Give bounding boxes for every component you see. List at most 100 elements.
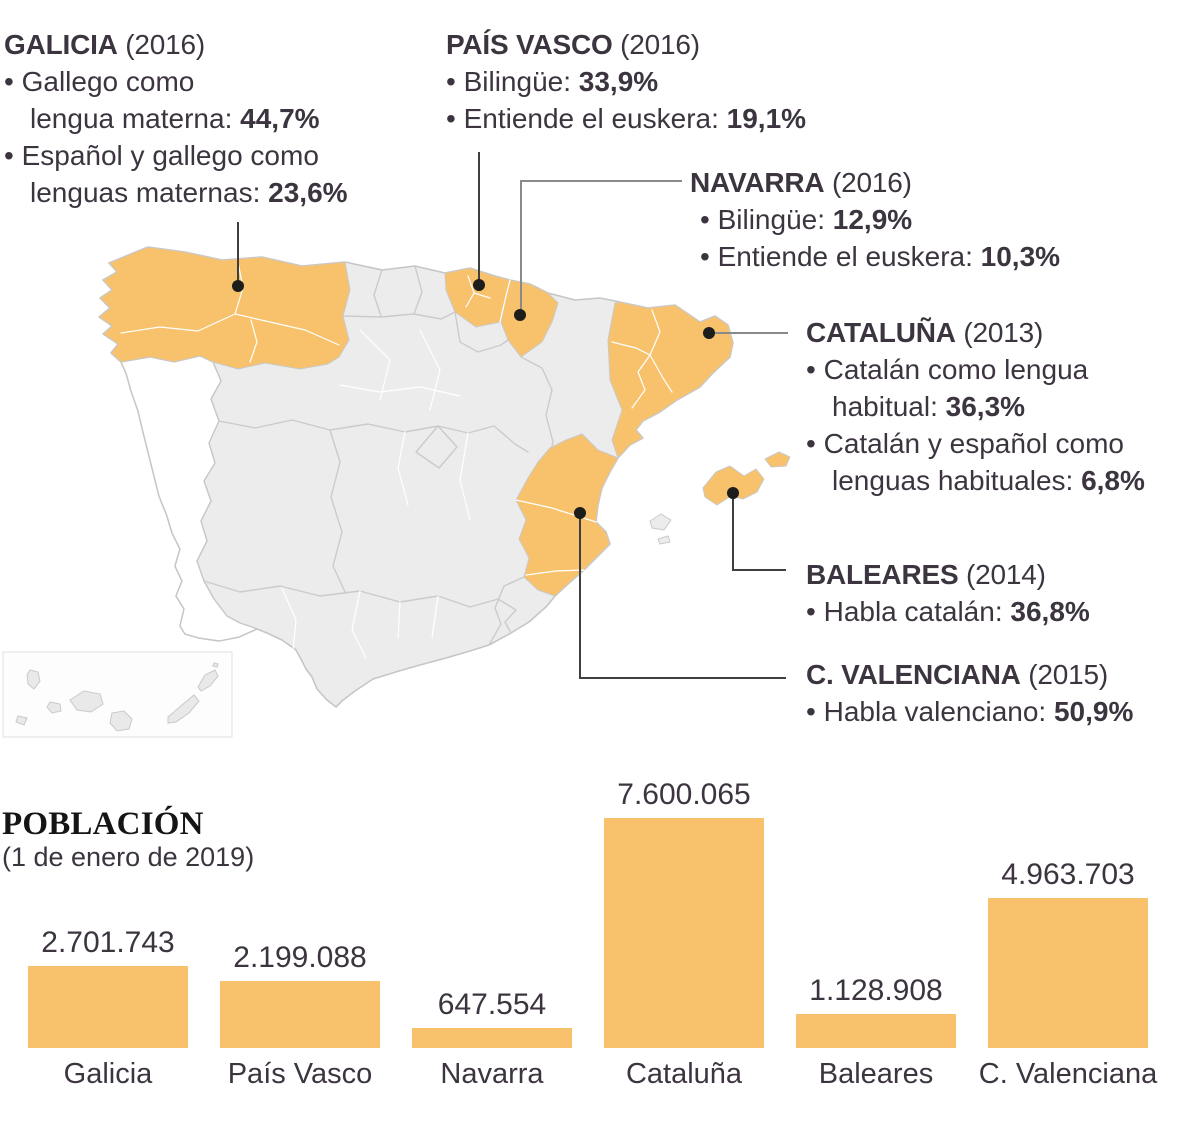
border-cantabria [413,265,423,315]
region-title-baleares: BALEARES (2014) [806,559,1046,590]
border-andalucia [203,580,517,611]
stat-line: • Bilingüe: 12,9% [700,204,913,235]
bar-category-label: Galicia [63,1058,153,1090]
region-navarra [500,279,559,358]
callout-galicia: GALICIA (2016) • Gallego como lengua mater… [4,26,414,211]
bar-value-label: 4.963.703 [1001,858,1135,891]
stat-line: • Gallego como [4,66,195,97]
population-subtitle: (1 de enero de 2019) [2,842,255,872]
border-north-strip [342,311,456,320]
region-cataluna [607,301,734,459]
province-lines-cyl [359,329,391,401]
stat-line: • Entiende el euskera: 19,1% [446,103,807,134]
border-pv-navarra [499,279,511,323]
callout-navarra: NAVARRA (2016) • Bilingüe: 12,9% • Entiend… [690,164,1130,275]
bar-category-label: C. Valenciana [978,1058,1158,1090]
region-title-c-valenciana: C. VALENCIANA (2015) [806,659,1108,690]
island-gran-canaria [109,710,133,732]
region-title-cataluna: CATALUÑA (2013) [806,317,1044,348]
map-marker-baleares [727,487,739,499]
bar-Cataluña [604,818,764,1048]
region-title-navarra: NAVARRA (2016) [690,167,912,198]
stat-line: • Catalán y español como [806,428,1124,459]
callout-c-valenciana: C. VALENCIANA (2015) • Habla valenciano: … [806,656,1200,730]
border-asturias [373,269,383,317]
region-galicia [98,246,351,370]
island-lanzarote [197,669,219,692]
bar-value-label: 647.554 [437,988,547,1021]
province-lines-cataluna2 [611,341,651,356]
province-lines-andalucia4 [431,595,439,639]
portugal [120,355,258,642]
stat-line: • Habla catalán: 36,8% [806,596,1090,627]
bar-category-label: Navarra [440,1058,544,1090]
connector-navarra [520,180,682,314]
map-marker-galicia [232,280,244,292]
province-lines-cataluna3 [631,354,651,409]
province-lines-cyl2 [419,329,441,411]
bar-Navarra [412,1028,572,1048]
bar-Galicia [28,966,188,1048]
border-murcia [488,576,525,646]
province-lines-cyl3 [339,384,461,397]
bar-category-label: Cataluña [625,1058,743,1090]
province-lines-andalucia3 [397,601,401,639]
stat-line: • Catalán como lengua [806,354,1089,385]
callout-baleares: BALEARES (2014) • Habla catalán: 36,8% [806,556,1196,630]
bar-value-label: 2.199.088 [233,941,367,974]
island-ibiza [649,513,672,531]
region-c-valenciana [515,433,619,597]
bar-País Vasco [220,981,380,1048]
bar-value-label: 2.701.743 [41,926,175,959]
border-murcia-2 [504,609,517,634]
region-title-galicia: GALICIA (2016) [4,29,206,60]
map-marker-c-valenciana [574,507,586,519]
border-madrid [415,425,458,469]
province-lines-clm2 [459,432,471,521]
stat-line: • Entiende el euskera: 10,3% [700,241,1061,272]
province-lines-clm [397,431,409,506]
island-el-hierro [15,715,28,726]
island-menorca [764,451,791,468]
bar-value-label: 1.128.908 [809,974,943,1007]
province-lines-galicia2 [120,313,236,334]
map-marker-cataluna [703,327,715,339]
stat-line: • Español y gallego como [4,140,319,171]
island-tenerife [69,690,104,713]
province-lines-pv2 [473,292,491,299]
stat-line: • Bilingüe: 33,9% [446,66,659,97]
bar-C. Valenciana [988,898,1148,1048]
island-islet [212,662,219,668]
island-mallorca [702,465,765,506]
province-lines-galicia4 [249,319,258,363]
island-la-gomera [46,701,62,714]
stat-line: lenguas maternas: 23,6% [30,177,348,208]
province-lines-galicia3 [234,313,340,346]
bar-Baleares [796,1014,956,1048]
stat-line: lenguas habituales: 6,8% [832,465,1145,496]
map-marker-pais-vasco [473,279,485,291]
province-lines-andalucia1 [281,587,297,651]
region-title-pais-vasco: PAÍS VASCO (2016) [446,29,700,60]
callout-cataluna: CATALUÑA (2013) • Catalán como lengua habi… [806,314,1200,499]
stat-line: lengua materna: 44,7% [30,103,320,134]
province-lines-andalucia2 [351,590,367,659]
province-lines-valenciana2 [525,569,585,576]
border-extremadura [329,429,346,593]
callout-pais-vasco: PAÍS VASCO (2016) • Bilingüe: 33,9% • Enti… [446,26,886,137]
stat-line: habitual: 36,3% [832,391,1026,422]
stat-line: • Habla valenciano: 50,9% [806,696,1134,727]
connector-baleares [732,494,786,571]
bar-category-label: Baleares [818,1058,934,1090]
connector-c-valenciana [579,513,786,679]
map-marker-navarra [514,309,526,321]
island-la-palma [26,669,41,690]
bar-value-label: 7.600.065 [617,778,751,811]
population-title: POBLACIÓN [2,806,204,842]
island-formentera [657,535,671,545]
spain-map [2,152,791,738]
island-fuerteventura [167,694,200,724]
bar-category-label: País Vasco [227,1058,373,1090]
border-rioja [454,311,509,353]
